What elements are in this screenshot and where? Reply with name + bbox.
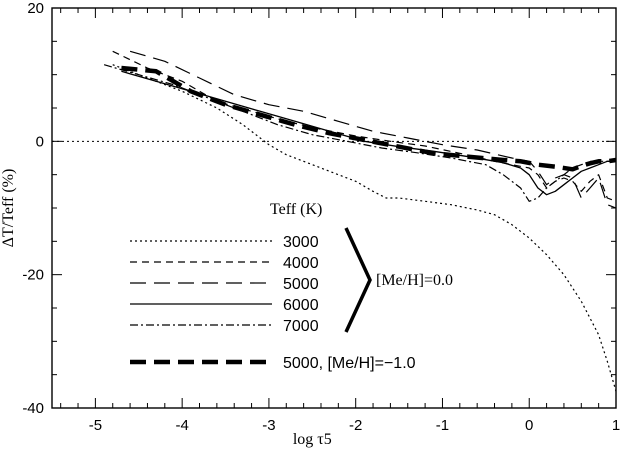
tick-labels: -5 -4 -3 -2 -1 0 1 20 0 -20 -40 (22, 0, 620, 434)
axis-ticks (52, 7, 617, 409)
legend-label: 5000 (283, 276, 319, 293)
x-axis-label: log τ5 (293, 431, 332, 448)
legend-label: 3000 (283, 234, 319, 251)
y-tick-label: 0 (36, 133, 44, 150)
x-tick-label: -1 (436, 417, 449, 434)
data-series (103, 50, 617, 392)
x-tick-label: -4 (175, 417, 188, 434)
series-line-short-dash (112, 50, 617, 202)
y-tick-label: 20 (27, 0, 44, 17)
legend-label: 5000, [Me/H]=−1.0 (283, 355, 416, 372)
legend-label: 4000 (283, 255, 319, 272)
legend-label: 7000 (283, 318, 319, 335)
y-tick-label: -40 (22, 400, 44, 417)
y-axis-label: ΔT/Teff (%) (0, 169, 17, 248)
legend-group-bracket (344, 227, 372, 333)
legend: Teff (K) 3000 4000 5000 6000 7000 [Me/H]=0.0 50… (130, 201, 453, 372)
x-tick-label: 1 (612, 417, 620, 434)
series-line-thick-dash (121, 65, 617, 172)
legend-group-label: [Me/H]=0.0 (376, 272, 453, 289)
x-tick-label: -5 (89, 417, 102, 434)
legend-title: Teff (K) (270, 201, 322, 218)
x-tick-label: -2 (349, 417, 362, 434)
x-tick-label: 0 (525, 417, 533, 434)
y-tick-label: -20 (22, 267, 44, 284)
series-line-long-dash (129, 50, 617, 209)
series-line-solid (121, 70, 616, 196)
x-tick-label: -3 (262, 417, 275, 434)
series-line-dotted (112, 64, 617, 392)
legend-label: 6000 (283, 297, 319, 314)
